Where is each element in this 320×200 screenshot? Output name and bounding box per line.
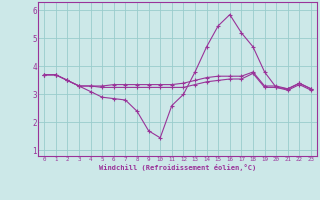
X-axis label: Windchill (Refroidissement éolien,°C): Windchill (Refroidissement éolien,°C)	[99, 164, 256, 171]
